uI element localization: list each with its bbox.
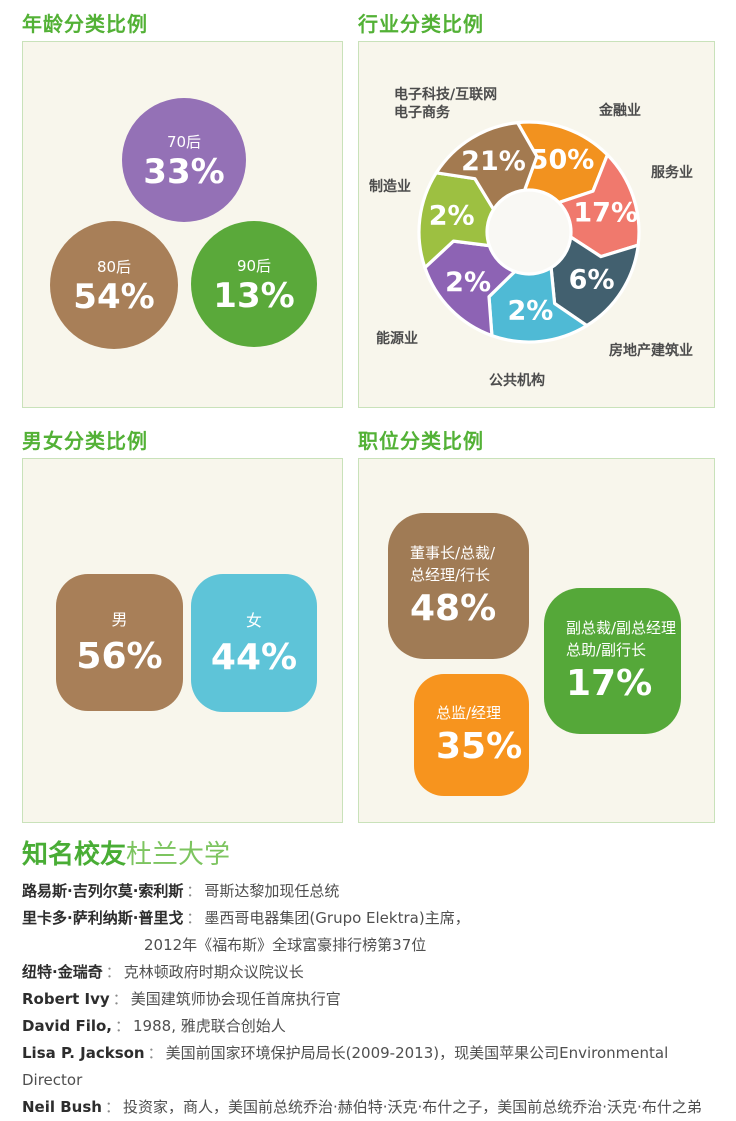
industry-label-realestate: 房地产建筑业 [609, 343, 693, 359]
industry-label-public: 公共机构 [489, 373, 545, 389]
alumni-description-continued: 2012年《福布斯》全球富豪排行榜第37位 [144, 936, 427, 954]
industry-donut-chart: 50% 17% 6% 2% 2% 2% 21% [417, 120, 641, 344]
alumni-description: 哥斯达黎加现任总统 [204, 882, 340, 900]
position-chart-panel: 董事长/总裁/总经理/行长 48% 副总裁/副总经理 总助/副行长 17% 总监/经理 35… [358, 458, 715, 823]
gender-square-女: 女 44% [191, 574, 317, 712]
alumni-name: 里卡多·萨利纳斯·普里戈 [22, 909, 184, 927]
industry-chart-title: 行业分类比例 [358, 12, 484, 36]
industry-segment-pct-manufacturing: 2% [429, 200, 475, 231]
gender-square-label: 男 [111, 610, 128, 629]
gender-square-value: 56% [76, 636, 163, 677]
gender-chart-panel: 男 56% 女 44% [22, 458, 343, 823]
industry-label-manufacturing: 制造业 [369, 179, 411, 195]
industry-label-services: 服务业 [651, 165, 693, 181]
alumni-section-title: 知名校友杜兰大学 [22, 840, 230, 871]
age-bubble-label: 70后 [166, 133, 202, 151]
alumni-entry-0: 路易斯·吉列尔莫·索利斯：哥斯达黎加现任总统 [22, 878, 726, 905]
age-bubble-label: 90后 [236, 257, 272, 275]
age-chart-panel: 70后 33% 80后 54% 90后 13% [22, 41, 343, 408]
position-square-label-line: 总助/副行长 [566, 640, 647, 659]
position-square-value: 17% [566, 662, 653, 704]
position-square-value: 48% [410, 587, 497, 629]
position-square-2: 总监/经理 35% [414, 674, 529, 796]
alumni-name: Robert Ivy [22, 990, 110, 1008]
gender-square-value: 44% [210, 636, 298, 678]
industry-chart-panel: 50% 17% 6% 2% 2% 2% 21% 金融业服务业房地产建筑业公共机构 能源业 制造业 电… [358, 41, 715, 408]
industry-label-electronics-line2: 电子商务 [394, 105, 450, 121]
alumni-name: Lisa P. Jackson [22, 1044, 145, 1062]
alumni-entry-1: 里卡多·萨利纳斯·普里戈：墨西哥电器集团(Grupo Elektra)主席， 20… [22, 905, 726, 959]
industry-segment-pct-energy: 2% [445, 267, 491, 298]
alumni-description: 美国建筑师协会现任首席执行官 [130, 990, 341, 1008]
industry-label-electronics: 电子科技/互联网 电子商务 [394, 87, 498, 121]
industry-segment-pct-public: 2% [507, 296, 553, 327]
donut-hole [483, 186, 575, 278]
industry-segment-pct-realestate: 6% [569, 265, 615, 296]
alumni-entry-4: David Filo,： 1988, 雅虎联合创始人 [22, 1013, 726, 1040]
industry-segment-electronics [434, 121, 539, 211]
industry-label-energy: 能源业 [376, 331, 418, 347]
age-chart-title: 年龄分类比例 [22, 12, 148, 36]
industry-segment-pct-services: 17% [573, 198, 638, 229]
industry-segment-pct-electronics: 21% [461, 146, 526, 177]
position-chart-title: 职位分类比例 [358, 429, 484, 453]
age-bubble-80后: 80后 54% [50, 221, 178, 349]
age-bubble-label: 80后 [96, 258, 132, 276]
age-bubble-90后: 90后 13% [191, 221, 317, 347]
alumni-separator: ： [186, 882, 202, 900]
alumni-name: David Filo, [22, 1017, 112, 1035]
position-square-label-line: 副总裁/副总经理 [566, 618, 677, 637]
position-square-label-line: 总监/经理 [436, 703, 502, 722]
gender-chart-title: 男女分类比例 [22, 429, 148, 453]
alumni-title-light: 杜兰大学 [126, 840, 231, 870]
gender-square-label: 女 [245, 610, 262, 630]
alumni-description: 1988, 雅虎联合创始人 [133, 1017, 286, 1035]
alumni-separator: ： [105, 963, 121, 981]
alumni-entry-2: 纽特·金瑞奇：克林顿政府时期众议院议长 [22, 959, 726, 986]
alumni-description: 墨西哥电器集团(Grupo Elektra)主席， [204, 909, 470, 927]
industry-label-finance: 金融业 [599, 103, 641, 119]
position-square-label-line: 总经理/行长 [410, 565, 491, 584]
industry-segment-pct-finance: 50% [530, 145, 595, 176]
alumni-entry-6: Neil Bush：投资家，商人，美国前总统乔治·赫伯特·沃克·布什之子，美国前… [22, 1094, 726, 1121]
alumni-separator: ： [186, 909, 202, 927]
position-square-label-line: 董事长/总裁/ [410, 543, 496, 562]
position-square-value: 35% [436, 725, 523, 767]
position-square-1: 副总裁/副总经理 总助/副行长 17% [544, 588, 681, 734]
alumni-name: 纽特·金瑞奇 [22, 963, 103, 981]
alumni-entry-5: Lisa P. Jackson：美国前国家环境保护局局长(2009-2013)，… [22, 1040, 726, 1094]
alumni-separator: ： [115, 1017, 131, 1035]
alumni-description: 克林顿政府时期众议院议长 [123, 963, 304, 981]
alumni-separator: ： [104, 1098, 120, 1116]
age-bubble-value: 54% [73, 277, 155, 317]
alumni-name: 路易斯·吉列尔莫·索利斯 [22, 882, 184, 900]
alumni-list: 路易斯·吉列尔莫·索利斯：哥斯达黎加现任总统 里卡多·萨利纳斯·普里戈：墨西哥电器… [22, 878, 726, 1121]
gender-square-男: 男 56% [56, 574, 183, 711]
age-bubble-70后: 70后 33% [122, 98, 246, 222]
alumni-entry-3: Robert Ivy：美国建筑师协会现任首席执行官 [22, 986, 726, 1013]
alumni-description: 美国前国家环境保护局局长(2009-2013)，现美国苹果公司Environme… [22, 1044, 669, 1089]
alumni-title-bold: 知名校友 [22, 840, 127, 870]
position-square-0: 董事长/总裁/总经理/行长 48% [388, 513, 529, 659]
alumni-name: Neil Bush [22, 1098, 102, 1116]
alumni-separator: ： [147, 1044, 163, 1062]
alumni-separator: ： [112, 990, 128, 1008]
age-bubble-value: 33% [143, 152, 225, 192]
alumni-description: 投资家，商人，美国前总统乔治·赫伯特·沃克·布什之子，美国前总统乔治·沃克·布什… [122, 1098, 702, 1116]
age-bubble-value: 13% [213, 276, 295, 316]
